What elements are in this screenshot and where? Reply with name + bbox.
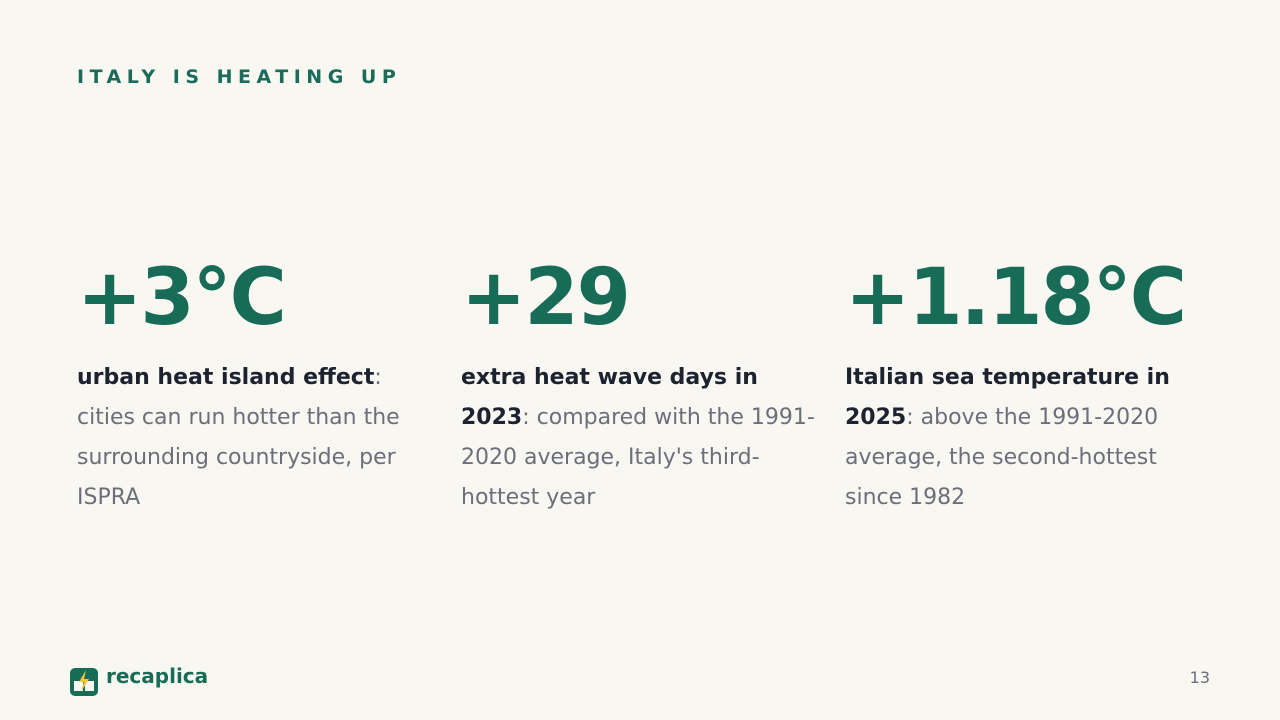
stat: +29 extra heat wave days in 2023: compare… (461, 252, 821, 518)
stat-description: urban heat island effect: cities can run… (77, 358, 437, 518)
brand: recaplica (70, 664, 209, 696)
stat-lead: extra heat wave days in 2023 (461, 365, 758, 430)
stat: +1.18°C Italian sea temperature in 2025: … (845, 252, 1205, 518)
stat-value: +29 (461, 253, 631, 343)
brand-logo (70, 668, 98, 696)
stat-text: : above the 1991-2020 average, the secon… (845, 405, 1159, 510)
stat-lead: Italian sea temperature in 2025 (845, 365, 1170, 430)
stat-value: +1.18°C (845, 253, 1187, 343)
stat-text: : compared with the 1991-2020 average, I… (461, 405, 815, 510)
stat-description: extra heat wave days in 2023: compared w… (461, 358, 821, 518)
stat-value: +3°C (77, 253, 287, 343)
stat-lead: urban heat island effect (77, 365, 375, 390)
stat: +3°C urban heat island effect: cities can… (77, 252, 437, 518)
page-number: 13 (1189, 668, 1210, 687)
stat-description: Italian sea temperature in 2025: above t… (845, 358, 1205, 518)
stat-text: : cities can run hotter than the surroun… (77, 365, 400, 510)
brand-name: recaplica (106, 664, 209, 688)
slide-title: ITALY IS HEATING UP (77, 66, 402, 88)
